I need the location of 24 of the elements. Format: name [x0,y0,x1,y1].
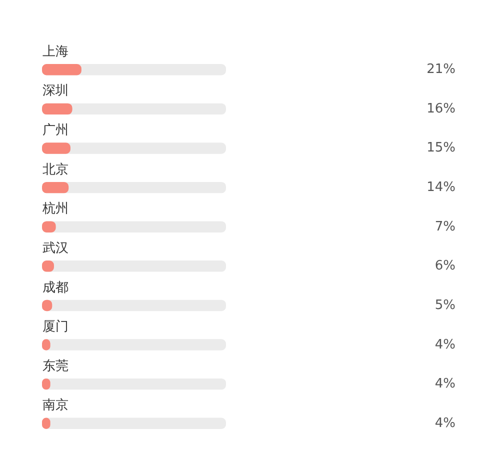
y-tick-label: 南京 [42,398,68,414]
bar [42,103,72,115]
y-tick-label: 深圳 [42,84,68,99]
data-label: 14% [426,180,456,196]
data-label: 15% [426,140,456,156]
data-label: 16% [426,101,456,116]
y-tick-label: 上海 [42,44,68,60]
y-tick-label: 成都 [42,280,68,296]
y-tick-label: 广州 [42,123,68,138]
bar [42,64,82,76]
data-label: 21% [426,62,456,78]
y-tick-label: 北京 [42,162,68,178]
y-tick-label: 厦门 [42,318,68,335]
bar [42,182,69,194]
data-label: 7% [434,219,456,234]
y-tick-label: 东莞 [42,358,68,374]
bar [42,142,70,154]
data-label: 5% [434,298,456,313]
data-label: 4% [434,337,456,352]
y-tick-label: 杭州 [42,202,68,217]
data-label: 6% [434,258,456,274]
data-label: 4% [434,376,456,392]
y-tick-label: 武汉 [42,240,68,256]
data-label: 4% [434,416,456,431]
